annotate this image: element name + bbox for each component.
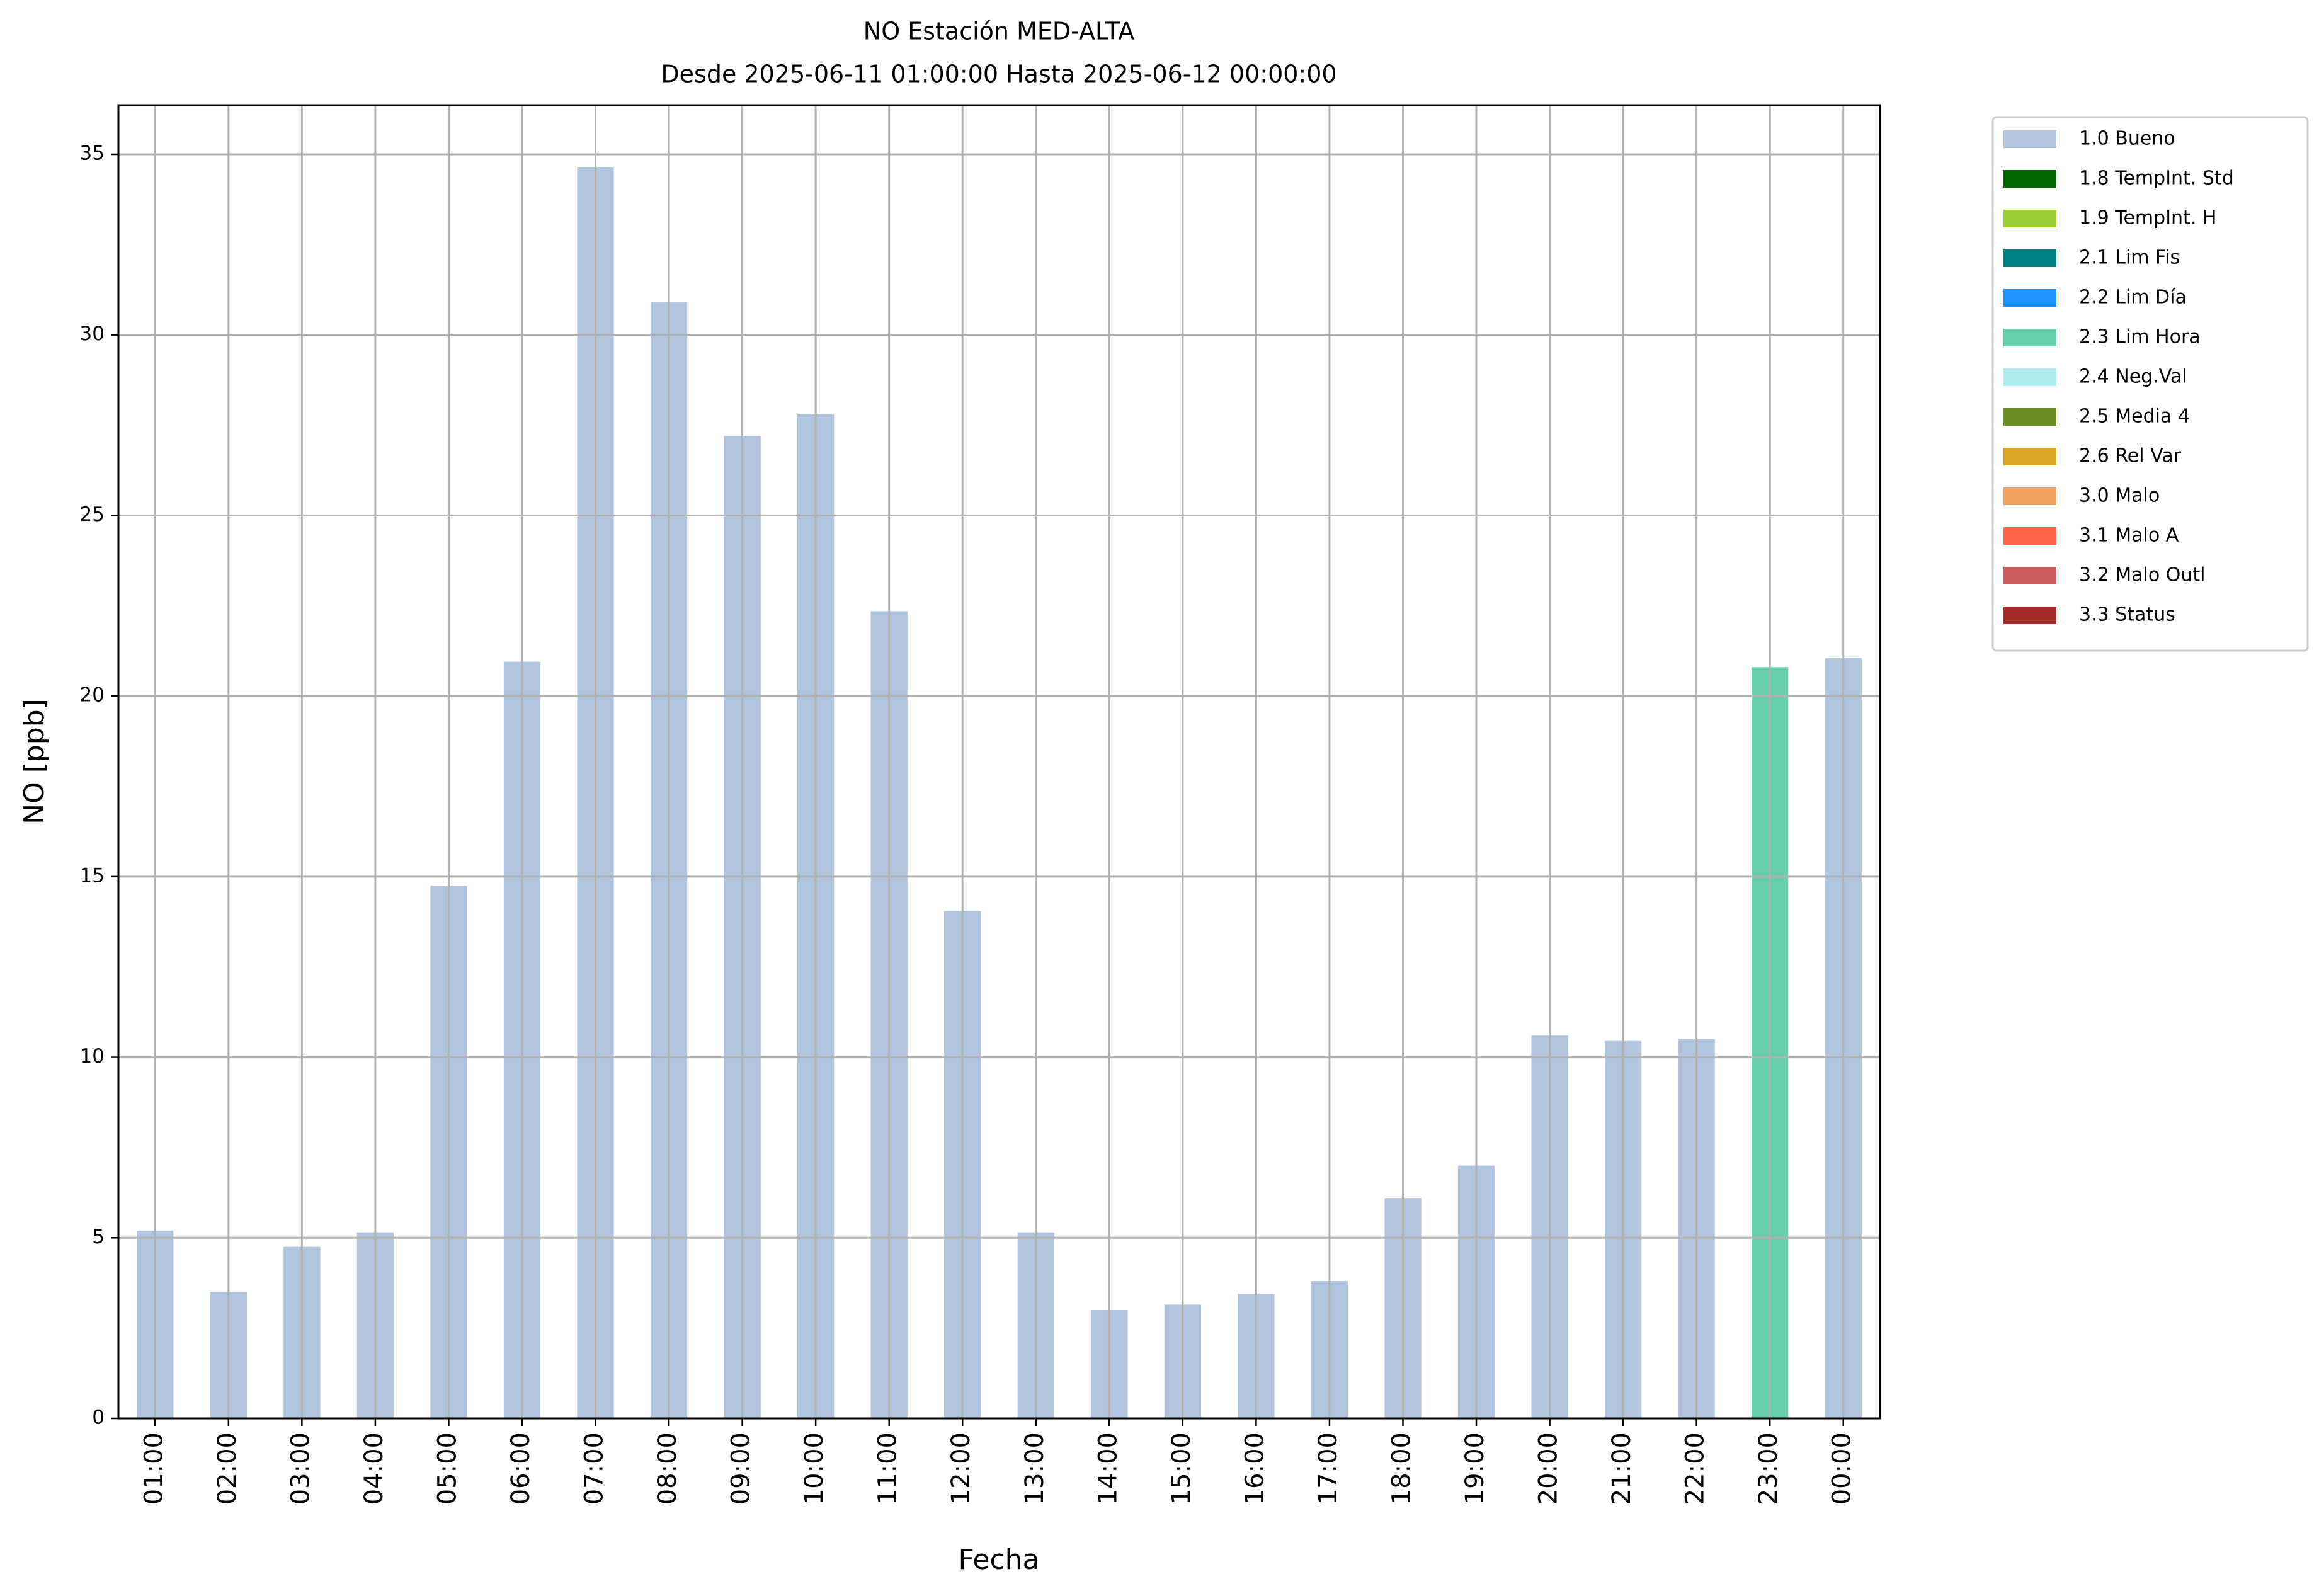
legend-swatch [2003,210,2056,227]
legend-swatch [2003,368,2056,386]
legend-label: 3.2 Malo Outl [2079,564,2205,586]
legend-label: 3.1 Malo A [2079,525,2179,547]
y-tick-label: 25 [80,503,105,526]
x-tick-label: 06:00 [506,1432,535,1505]
x-tick-label: 12:00 [947,1432,976,1505]
chart-subtitle: Desde 2025-06-11 01:00:00 Hasta 2025-06-… [661,60,1336,88]
legend-label: 2.2 Lim Día [2079,287,2187,309]
x-tick-label: 19:00 [1461,1432,1490,1505]
legend-label: 2.6 Rel Var [2079,445,2182,467]
legend-label: 2.5 Media 4 [2079,406,2190,428]
y-tick-label: 5 [92,1226,105,1248]
legend-swatch [2003,448,2056,465]
legend-swatch [2003,607,2056,624]
x-tick-label: 09:00 [727,1432,756,1505]
y-tick-label: 0 [92,1406,105,1429]
legend-label: 1.8 TempInt. Std [2079,168,2234,190]
y-tick-label: 20 [80,684,105,707]
legend-label: 3.3 Status [2079,604,2175,626]
x-tick-label: 01:00 [139,1432,168,1505]
x-tick-label: 21:00 [1607,1432,1636,1505]
plot-frame [117,104,1881,1420]
legend-label: 2.3 Lim Hora [2079,326,2201,348]
legend-box [1991,116,2309,652]
x-tick-label: 23:00 [1754,1432,1783,1505]
legend-swatch [2003,408,2056,426]
legend-label: 1.9 TempInt. H [2079,207,2216,229]
x-tick-label: 08:00 [653,1432,682,1505]
x-tick-label: 15:00 [1167,1432,1196,1505]
x-tick-label: 02:00 [213,1432,242,1505]
legend-swatch [2003,487,2056,505]
x-tick-label: 22:00 [1681,1432,1710,1505]
legend-swatch [2003,249,2056,267]
chart-title: NO Estación MED-ALTA [863,18,1134,45]
x-tick-label: 11:00 [874,1432,903,1505]
legend-label: 3.0 Malo [2079,485,2160,507]
x-tick-label: 13:00 [1020,1432,1049,1505]
x-tick-label: 20:00 [1534,1432,1563,1505]
legend-swatch [2003,170,2056,188]
legend-swatch [2003,329,2056,346]
x-tick-label: 16:00 [1240,1432,1269,1505]
legend-label: 2.1 Lim Fis [2079,247,2180,269]
x-tick-label: 18:00 [1387,1432,1416,1505]
x-tick-label: 17:00 [1314,1432,1343,1505]
legend-label: 1.0 Bueno [2079,128,2175,150]
y-axis-label: NO [ppb] [18,698,50,824]
x-tick-label: 03:00 [286,1432,315,1505]
x-tick-label: 07:00 [580,1432,609,1505]
x-tick-label: 05:00 [433,1432,462,1505]
x-axis-label: Fecha [958,1544,1039,1576]
x-tick-label: 10:00 [800,1432,829,1505]
legend-swatch [2003,289,2056,307]
x-tick-label: 14:00 [1093,1432,1122,1505]
legend-swatch [2003,527,2056,545]
legend-label: 2.4 Neg.Val [2079,366,2187,388]
y-tick-label: 15 [80,864,105,887]
legend-swatch [2003,567,2056,584]
x-tick-label: 04:00 [360,1432,389,1505]
y-tick-label: 10 [80,1045,105,1068]
y-tick-label: 35 [80,142,105,164]
x-tick-label: 00:00 [1828,1432,1857,1505]
legend-swatch [2003,130,2056,148]
y-tick-label: 30 [80,322,105,345]
